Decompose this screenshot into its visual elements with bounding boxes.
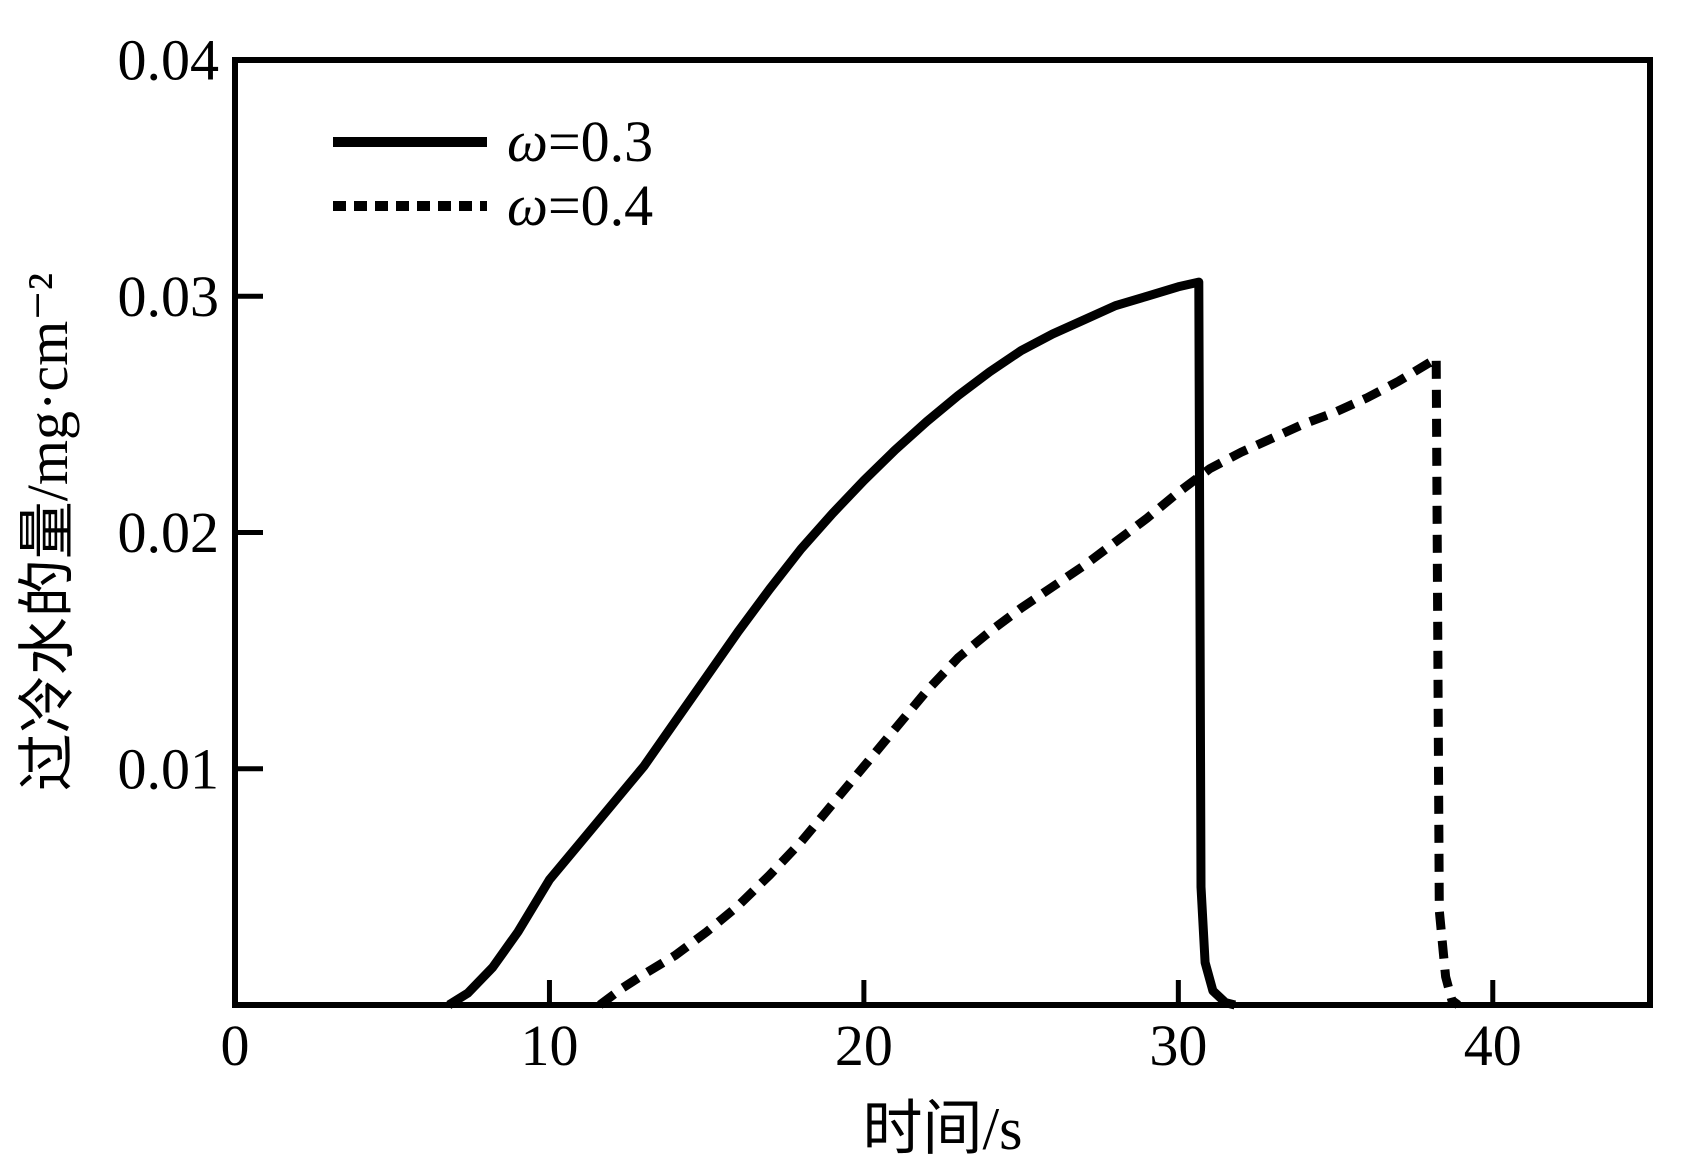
legend-label: ω=0.3 xyxy=(507,109,654,174)
x-tick-label: 30 xyxy=(1149,1013,1207,1078)
x-tick-label: 0 xyxy=(221,1013,250,1078)
series-line-dashed xyxy=(597,353,1461,1009)
legend-label: ω=0.4 xyxy=(507,173,654,238)
y-tick-label: 0.02 xyxy=(118,500,220,565)
plot-frame xyxy=(232,57,1653,1008)
legend-line-dashed-icon xyxy=(333,201,487,211)
y-tick-label: 0.03 xyxy=(118,264,220,329)
x-tick-label: 10 xyxy=(520,1013,578,1078)
y-tick-label: 0.04 xyxy=(118,28,220,93)
y-tick-label: 0.01 xyxy=(118,736,220,801)
legend-item: ω=0.3 xyxy=(333,113,653,171)
y-axis-label: 过冷水的量/mg·cm⁻² xyxy=(15,272,80,792)
x-tick-label: 20 xyxy=(835,1013,893,1078)
x-axis-label: 时间/s xyxy=(862,1096,1023,1159)
x-tick-label: 40 xyxy=(1464,1013,1522,1078)
legend-line-solid-icon xyxy=(333,137,487,147)
legend: ω=0.3 ω=0.4 xyxy=(333,113,653,235)
series-line-solid xyxy=(446,277,1237,1010)
legend-item: ω=0.4 xyxy=(333,177,653,235)
